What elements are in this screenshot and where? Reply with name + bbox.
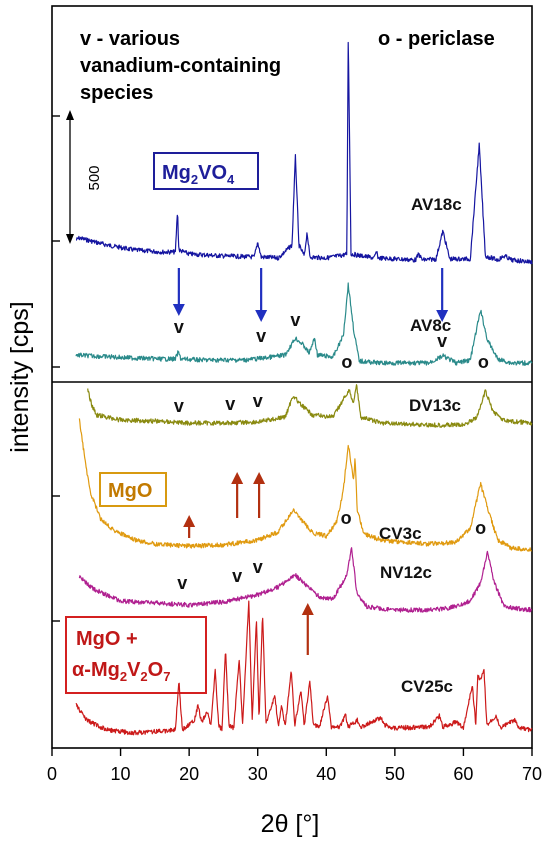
mgo-mgv-sub2: 2	[140, 669, 147, 684]
mgo-mgv-box: MgO + α-Mg2V2O7	[65, 616, 207, 694]
x-tick-label-0: 0	[47, 764, 57, 784]
peak-marker-6: v	[174, 396, 184, 416]
peak-marker-7: v	[225, 394, 235, 414]
peak-marker-2: v	[290, 310, 300, 330]
peak-marker-9: o	[341, 508, 352, 528]
series-labels: AV18c AV8c DV13c CV3c NV12c CV25c	[379, 195, 462, 696]
series-line-NV12c	[78, 547, 533, 613]
mgo-box: MgO	[99, 472, 167, 507]
mg2vo4-mg: Mg	[162, 162, 191, 184]
mgo-mgv-sub3: 7	[163, 669, 170, 684]
legend-v-line3: species	[80, 82, 153, 104]
arrow-2	[436, 268, 449, 322]
peak-marker-10: o	[475, 518, 486, 538]
series-line-AV18c	[75, 41, 533, 265]
mg2vo4-sub2: 4	[227, 172, 235, 187]
mgo-mgv-v: V	[127, 659, 141, 681]
x-tick-label-4: 40	[316, 764, 336, 784]
series-line-CV3c	[78, 418, 533, 552]
x-tick-label-6: 60	[453, 764, 473, 784]
arrow-4	[231, 472, 244, 518]
legend-o: o - periclase	[378, 28, 495, 50]
peak-marker-1: v	[256, 326, 266, 346]
peak-marker-4: v	[437, 331, 447, 351]
peak-marker-5: o	[478, 352, 489, 372]
series-label-AV18c: AV18c	[411, 195, 462, 214]
arrow-5	[253, 472, 266, 518]
arrow-6	[301, 603, 314, 655]
mg2vo4-vo: VO	[198, 162, 227, 184]
y-axis-ticks	[52, 115, 60, 622]
plot-frame	[51, 5, 533, 749]
x-tick-label-2: 20	[179, 764, 199, 784]
x-axis-label: 2θ [°]	[261, 810, 320, 838]
x-tick-label-3: 30	[248, 764, 268, 784]
x-tick-label-7: 70	[522, 764, 542, 784]
svg-text:Mg2VO4: Mg2VO4	[162, 162, 235, 187]
series-label-DV13c: DV13c	[409, 396, 461, 415]
scale-bar: 500	[66, 110, 103, 244]
mg2vo4-sub1: 2	[191, 172, 198, 187]
peak-marker-3: o	[341, 352, 352, 372]
series-line-DV13c	[87, 384, 533, 428]
series-label-AV8c: AV8c	[410, 316, 451, 335]
x-tick-label-1: 10	[111, 764, 131, 784]
series-layer	[75, 41, 533, 736]
svg-text:α-Mg2V2O7: α-Mg2V2O7	[72, 659, 170, 684]
series-label-CV3c: CV3c	[379, 524, 422, 543]
peak-marker-0: v	[174, 317, 184, 337]
x-axis-ticks: 0 10 20 30 40 50 60 70	[47, 748, 542, 784]
peak-marker-12: v	[232, 566, 242, 586]
series-label-NV12c: NV12c	[380, 563, 432, 582]
mg2vo4-box: Mg2VO4	[153, 152, 259, 190]
y-axis-label: intensity [cps]	[6, 301, 34, 452]
mgo-mgv-sub1: 2	[120, 669, 127, 684]
mgo-mgv-line1: MgO +	[76, 628, 138, 650]
arrow-3	[183, 515, 196, 538]
mgo-mgv-alpha: α-Mg	[72, 659, 120, 681]
series-line-AV8c	[75, 282, 533, 366]
peak-marker-13: v	[253, 557, 263, 577]
x-tick-label-5: 50	[385, 764, 405, 784]
arrow-1	[255, 268, 268, 322]
peak-marker-8: v	[253, 391, 263, 411]
legend-v-line1: v - various	[80, 28, 180, 50]
series-label-CV25c: CV25c	[401, 677, 453, 696]
legend-v-line2: vanadium-containing	[80, 55, 281, 77]
peak-marker-11: v	[177, 573, 187, 593]
scale-bar-label: 500	[86, 165, 103, 190]
mgo-label: MgO	[108, 480, 152, 502]
series-line-CV25c	[75, 600, 533, 736]
arrow-0	[172, 268, 185, 316]
arrows	[172, 268, 449, 655]
mgo-mgv-o: O	[148, 659, 164, 681]
